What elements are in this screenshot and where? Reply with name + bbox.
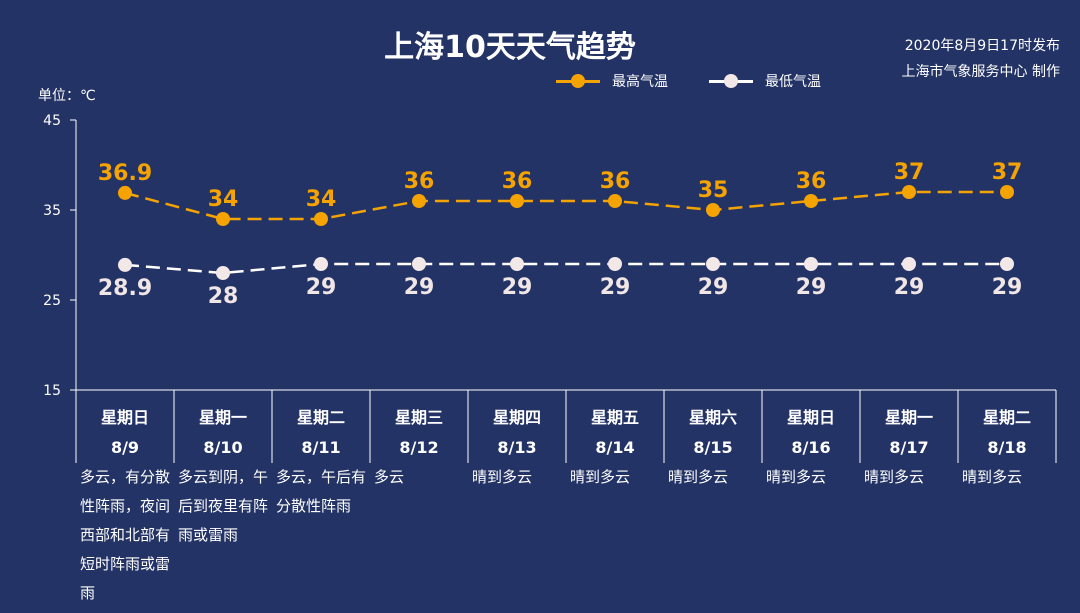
weekday-label: 星期六: [689, 408, 737, 427]
weekday-label: 星期五: [591, 408, 639, 427]
data-label-low: 29: [502, 275, 533, 300]
data-point-high: [706, 203, 720, 217]
date-label: 8/16: [791, 438, 830, 457]
date-label: 8/12: [399, 438, 438, 457]
data-point-high: [608, 194, 622, 208]
weather-description: 多云，有分散性阵雨，夜间西部和北部有短时阵雨或雷雨: [80, 468, 171, 602]
data-point-low: [706, 257, 720, 271]
weekday-label: 星期二: [297, 408, 345, 427]
data-point-low: [314, 257, 328, 271]
weekday-label: 星期四: [493, 408, 541, 427]
data-point-low: [1000, 257, 1014, 271]
chart-title: 上海10天天气趋势: [384, 30, 636, 65]
data-label-high: 36: [502, 169, 533, 194]
data-label-high: 36.9: [98, 161, 152, 186]
legend-label-low: 最低气温: [765, 74, 821, 90]
data-point-high: [118, 185, 132, 200]
series-line-low: [124, 262, 1007, 275]
weekday-label: 星期二: [983, 408, 1031, 427]
date-label: 8/9: [111, 438, 139, 457]
weekday-label: 星期日: [101, 408, 149, 427]
data-point-high: [804, 194, 818, 208]
date-label: 8/14: [595, 438, 634, 457]
data-label-high: 34: [208, 187, 239, 212]
weather-description: 晴到多云: [472, 468, 533, 486]
date-label: 8/10: [203, 438, 242, 457]
data-point-low: [902, 257, 916, 271]
date-label: 8/11: [301, 438, 340, 457]
data-point-low: [118, 257, 132, 272]
series-line-high: [124, 190, 1007, 221]
data-label-high: 37: [992, 160, 1023, 185]
data-label-low: 29: [894, 275, 925, 300]
data-point-low: [608, 257, 622, 271]
issue-date: 2020年8月9日17时发布: [904, 38, 1060, 54]
data-point-high: [314, 212, 328, 226]
data-point-low: [804, 257, 818, 271]
data-point-high: [1000, 185, 1014, 199]
data-point-high: [510, 194, 524, 208]
y-tick-label: 35: [43, 203, 61, 219]
weather-description: 多云，午后有分散性阵雨: [276, 468, 367, 515]
data-point-low: [412, 257, 426, 271]
data-label-high: 37: [894, 160, 925, 185]
weather-description: 晴到多云: [766, 468, 827, 486]
data-label-high: 36: [796, 169, 827, 194]
weather-description: 多云到阴，午后到夜里有阵雨或雷雨: [178, 468, 269, 544]
weekday-label: 星期一: [885, 408, 933, 427]
date-label: 8/17: [889, 438, 928, 457]
legend-swatch-high: [556, 70, 600, 92]
data-label-low: 28: [208, 284, 239, 309]
weekday-label: 星期日: [787, 408, 835, 427]
weather-description: 晴到多云: [668, 468, 729, 486]
data-point-low: [510, 257, 524, 271]
weekday-label: 星期三: [395, 408, 443, 427]
weather-description: 晴到多云: [962, 468, 1023, 486]
legend-label-high: 最高气温: [612, 74, 668, 90]
legend-item-high[interactable]: 最高气温: [556, 70, 668, 92]
legend-swatch-low: [709, 70, 753, 92]
data-label-high: 36: [600, 169, 631, 194]
date-label: 8/18: [987, 438, 1026, 457]
data-point-high: [216, 212, 230, 226]
date-label: 8/15: [693, 438, 732, 457]
data-label-low: 29: [796, 275, 827, 300]
data-label-high: 36: [404, 169, 435, 194]
weather-description: 多云: [374, 468, 405, 486]
unit-label: 单位：℃: [38, 88, 96, 104]
weekday-label: 星期一: [199, 408, 247, 427]
data-label-low: 29: [992, 275, 1023, 300]
data-label-high: 34: [306, 187, 337, 212]
data-label-high: 35: [698, 178, 729, 203]
data-label-low: 29: [306, 275, 337, 300]
data-label-low: 29: [600, 275, 631, 300]
y-tick-label: 45: [43, 113, 61, 129]
y-tick-label: 15: [43, 383, 61, 399]
issuer: 上海市气象服务中心 制作: [901, 64, 1060, 80]
y-tick-label: 25: [43, 293, 61, 309]
data-point-high: [412, 194, 426, 208]
data-point-high: [902, 185, 916, 199]
legend-item-low[interactable]: 最低气温: [709, 70, 821, 92]
data-label-low: 29: [698, 275, 729, 300]
data-label-low: 29: [404, 275, 435, 300]
date-label: 8/13: [497, 438, 536, 457]
data-label-low: 28.9: [98, 276, 152, 301]
data-point-low: [216, 266, 230, 280]
weather-description: 晴到多云: [570, 468, 631, 486]
weather-description: 晴到多云: [864, 468, 925, 486]
